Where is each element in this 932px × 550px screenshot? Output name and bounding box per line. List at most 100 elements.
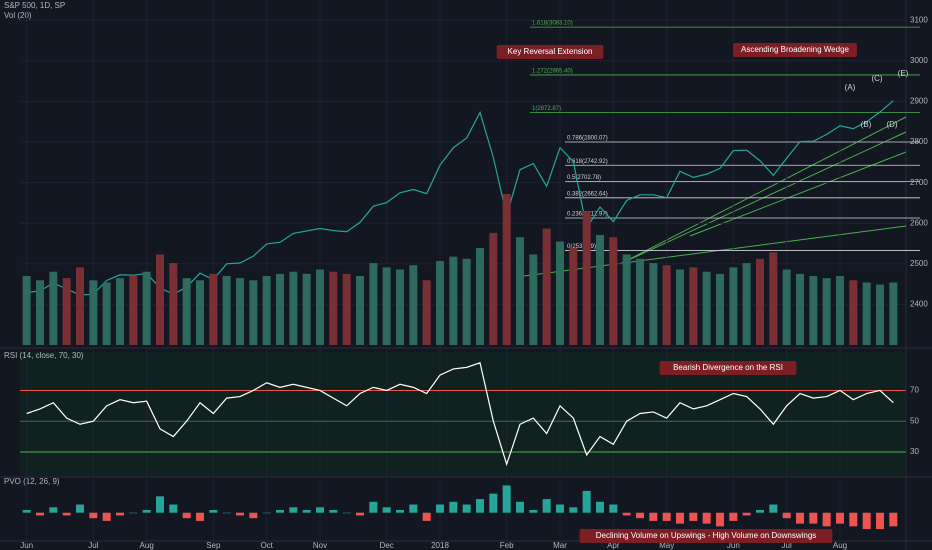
- bar: [289, 271, 298, 345]
- trendline: [619, 116, 907, 265]
- bar: [476, 247, 484, 345]
- bar: [102, 282, 111, 345]
- y-tick-label: 70: [910, 386, 919, 395]
- bar: [836, 276, 844, 345]
- y-tick-label: 2500: [910, 259, 928, 268]
- bar: [76, 267, 84, 345]
- bar: [502, 194, 511, 345]
- trendline: [689, 151, 907, 237]
- bar: [782, 512, 791, 519]
- x-tick-label: Nov: [313, 541, 327, 550]
- bar: [129, 276, 138, 345]
- bar: [516, 237, 524, 345]
- fib-label: 0.618(2742.92): [567, 159, 608, 165]
- x-tick-label: Jun: [727, 541, 740, 550]
- fib-label: 0(2532.69): [567, 244, 596, 250]
- bar: [702, 271, 711, 345]
- bar: [36, 280, 44, 345]
- fib-label: 1(2872.87): [532, 106, 561, 112]
- bar: [409, 265, 418, 345]
- bar: [729, 267, 738, 345]
- bar: [169, 263, 178, 345]
- bar: [889, 512, 898, 527]
- bar: [209, 510, 218, 513]
- bar: [396, 269, 404, 345]
- bar: [62, 278, 71, 345]
- y-tick-label: 30: [910, 447, 919, 456]
- bar: [676, 269, 684, 345]
- bar: [249, 280, 258, 345]
- x-tick-label: Apr: [607, 541, 620, 550]
- bar: [22, 276, 31, 345]
- y-tick-label: 2400: [910, 300, 928, 309]
- bar: [716, 512, 724, 527]
- bar: [822, 278, 831, 345]
- bar: [222, 276, 231, 345]
- bar: [742, 263, 751, 345]
- bar: [569, 507, 578, 513]
- bar: [556, 504, 564, 513]
- pvo-title: PVO (12, 26, 9): [4, 477, 60, 486]
- fib-label: 0.5(2702.78): [567, 175, 601, 181]
- fib-label: 1.618(3083.10): [532, 21, 573, 27]
- y-tick-label: 2700: [910, 178, 928, 187]
- bar: [862, 282, 871, 345]
- fib-label: 0.786(2800.07): [567, 136, 608, 142]
- bar: [182, 278, 191, 345]
- bar: [516, 501, 524, 513]
- bar: [142, 271, 151, 345]
- bar: [329, 271, 338, 345]
- y-tick-label: 3100: [910, 15, 928, 24]
- bar: [302, 510, 311, 513]
- bar: [542, 228, 551, 345]
- bar: [316, 507, 324, 513]
- bar: [409, 504, 418, 513]
- x-tick-label: May: [659, 541, 674, 550]
- bar: [262, 276, 271, 345]
- bar: [22, 510, 31, 513]
- bar: [502, 485, 511, 513]
- bar: [689, 512, 698, 521]
- bar: [276, 273, 284, 345]
- y-tick-label: 2600: [910, 218, 928, 227]
- bar: [62, 512, 71, 516]
- bar: [729, 512, 738, 521]
- bar: [622, 512, 631, 516]
- annotation: Bearish Divergence on the RSI: [673, 363, 783, 372]
- x-tick-label: Jul: [88, 541, 98, 550]
- bar: [89, 280, 98, 345]
- x-tick-label: 2018: [431, 541, 449, 550]
- bar: [529, 510, 538, 513]
- bar: [889, 282, 898, 345]
- bar: [262, 512, 271, 514]
- bar: [369, 263, 378, 345]
- y-tick-label: 50: [910, 416, 919, 425]
- wave-label: (B): [861, 120, 872, 129]
- bar: [796, 512, 804, 524]
- bar: [102, 512, 111, 521]
- bar: [382, 507, 391, 513]
- bar: [142, 510, 151, 513]
- bar: [196, 280, 204, 345]
- bar: [196, 512, 204, 521]
- annotation-box: [733, 43, 857, 57]
- x-tick-label: Mar: [553, 541, 567, 550]
- line: [26, 361, 894, 467]
- bar: [769, 504, 778, 513]
- annotation-box: [659, 361, 797, 375]
- bar: [849, 280, 858, 345]
- bar: [289, 507, 298, 513]
- bar: [342, 273, 351, 345]
- y-tick-label: 2900: [910, 97, 928, 106]
- bar: [342, 512, 351, 514]
- x-tick-label: Aug: [140, 541, 154, 550]
- bar: [742, 512, 751, 516]
- chart-title: S&P 500, 1D, SP: [4, 1, 65, 10]
- bar: [662, 512, 671, 521]
- bar: [356, 512, 364, 516]
- bar: [702, 512, 711, 524]
- bar: [649, 512, 658, 521]
- bar: [356, 276, 364, 345]
- bar: [396, 510, 404, 513]
- annotation-box: [496, 45, 604, 59]
